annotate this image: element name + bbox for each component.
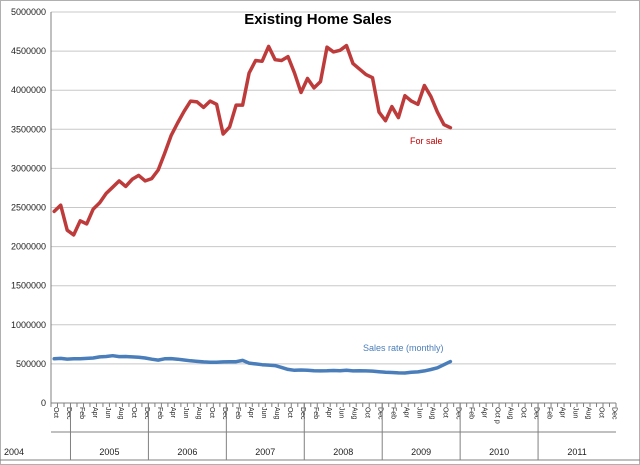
x-tick-label: Dec (65, 407, 72, 420)
x-tick-label: Aug (195, 407, 202, 420)
y-tick-label: 1000000 (11, 320, 46, 330)
year-label: 2010 (489, 447, 509, 457)
year-label: 2006 (177, 447, 197, 457)
series-lines (52, 43, 453, 375)
year-label: 2007 (255, 447, 275, 457)
x-tick-label: Dec (221, 407, 228, 420)
annotation-for-sale: For sale (410, 136, 443, 146)
x-tick-label: Oct (52, 407, 59, 418)
x-tick-label: Oct (130, 407, 137, 418)
chart-title: Existing Home Sales (244, 11, 392, 28)
x-tick-label: Apr (481, 407, 488, 419)
x-tick-label: Aug (351, 407, 358, 420)
y-tick-label: 500000 (16, 359, 46, 369)
x-tick-label: Jun (182, 407, 189, 418)
y-tick-label: 4500000 (11, 46, 46, 56)
x-tick-label: Oct (208, 407, 215, 418)
x-tick-label: Oct (286, 407, 293, 418)
x-tick-label: Feb (468, 407, 475, 419)
x-tick-label: Apr (169, 407, 176, 419)
x-tick-label: Dec (533, 407, 540, 420)
x-tick-label: Feb (546, 407, 553, 419)
x-tick-label: Aug (585, 407, 592, 420)
x-tick-label: Jun (260, 407, 267, 418)
x-tick-label: Dec (143, 407, 150, 420)
annotation-sales-rate: Sales rate (monthly) (363, 343, 444, 353)
x-tick-label: Feb (156, 407, 163, 419)
x-tick-label: Apr (559, 407, 566, 419)
series-line-for-sale (52, 43, 453, 237)
y-tick-label: 3000000 (11, 163, 46, 173)
x-tick-label: Oct (442, 407, 449, 418)
x-tick-label: Oct (598, 407, 605, 418)
y-tick-label: 2000000 (11, 242, 46, 252)
x-tick-label: Dec (611, 407, 618, 420)
x-tick-label: Dec (377, 407, 384, 420)
year-label: 2009 (411, 447, 431, 457)
x-tick-label: Aug (273, 407, 280, 420)
y-tick-label: 3500000 (11, 124, 46, 134)
series-line-sales-rate (52, 353, 453, 375)
x-axis: Oct Dec Feb Apr Jun Aug Oct Dec Feb Apr Jun Aug Oct D… (0, 12, 640, 461)
x-tick-label: Jun (104, 407, 111, 418)
y-tick-label: 4000000 (11, 85, 46, 95)
x-tick-label: Oct (520, 407, 527, 418)
x-tick-label: Feb (234, 407, 241, 419)
x-tick-label: Aug (429, 407, 436, 420)
y-tick-label: 0 (41, 398, 46, 408)
x-tick-label: Apr (91, 407, 98, 419)
x-tick-label: Feb (312, 407, 319, 419)
x-tick-label: Feb (390, 407, 397, 419)
x-tick-label: Jun (416, 407, 423, 418)
year-label: 2004 (4, 447, 24, 457)
x-tick-label: Dec (455, 407, 462, 420)
y-axis: 0 500000 1000000 1500000 2000000 2500000 30000… (11, 7, 46, 408)
y-tick-label: 2500000 (11, 203, 46, 213)
year-label: 2005 (99, 447, 119, 457)
x-tick-label: Feb (78, 407, 85, 419)
x-tick-label: Dec (299, 407, 306, 420)
x-tick-label: Apr (325, 407, 332, 419)
y-tick-label: 1500000 (11, 281, 46, 291)
year-label: 2011 (567, 447, 586, 457)
x-tick-label: Oct (364, 407, 371, 418)
x-tick-label: Jun (338, 407, 345, 418)
x-tick-label: Oct p (494, 407, 501, 424)
x-tick-label: Aug (117, 407, 124, 420)
x-tick-label: Aug (507, 407, 514, 420)
y-tick-label: 5000000 (11, 7, 46, 17)
x-tick-label: Apr (247, 407, 254, 419)
x-tick-label: Apr (403, 407, 410, 419)
year-label: 2008 (333, 447, 353, 457)
x-tick-label: Jun (572, 407, 579, 418)
